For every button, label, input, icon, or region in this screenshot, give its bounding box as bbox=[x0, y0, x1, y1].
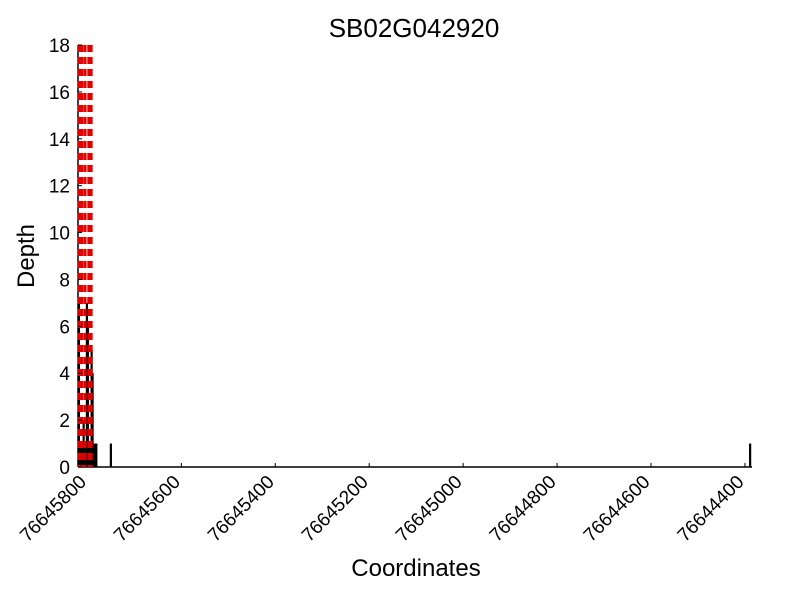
x-tick-label: 76644800 bbox=[486, 472, 561, 547]
x-tick-label: 76645800 bbox=[16, 472, 91, 547]
y-tick-label: 0 bbox=[59, 458, 70, 479]
y-tick-label: 10 bbox=[49, 224, 70, 245]
y-tick-label: 2 bbox=[59, 411, 70, 432]
x-axis-ticks: 76645800 76645600 76645400 76645200 76645000… bbox=[16, 463, 748, 546]
chart-title: SB02G042920 bbox=[329, 13, 500, 43]
x-tick-label: 76645000 bbox=[392, 472, 467, 547]
x-tick-label: 76644600 bbox=[580, 472, 655, 547]
x-tick-label: 76645200 bbox=[298, 472, 373, 547]
axes bbox=[77, 45, 752, 468]
x-tick-label: 76645400 bbox=[204, 472, 279, 547]
x-tick-label: 76644400 bbox=[674, 472, 749, 547]
y-axis-ticks: 0 2 4 6 8 10 12 14 16 18 bbox=[49, 36, 82, 479]
y-tick-label: 8 bbox=[59, 270, 70, 291]
y-tick-label: 18 bbox=[49, 36, 70, 57]
x-axis-label: Coordinates bbox=[351, 555, 480, 582]
y-tick-label: 4 bbox=[59, 364, 70, 385]
y-tick-label: 12 bbox=[49, 177, 70, 198]
y-tick-label: 14 bbox=[49, 130, 71, 151]
feature-markers bbox=[77, 45, 93, 467]
y-tick-label: 16 bbox=[49, 83, 70, 104]
y-axis-label: Depth bbox=[13, 224, 40, 288]
y-tick-label: 6 bbox=[59, 317, 70, 338]
coverage-bars bbox=[77, 302, 752, 467]
x-tick-label: 76645600 bbox=[110, 472, 185, 547]
